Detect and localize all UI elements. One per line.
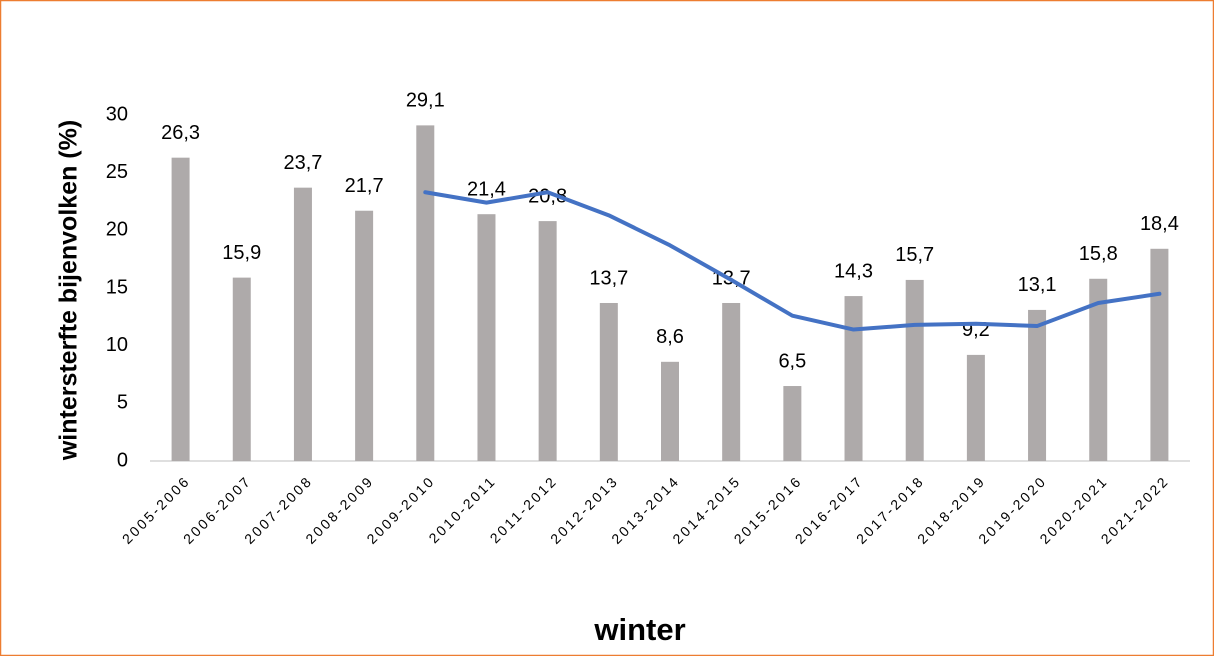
- bar: [355, 210, 374, 461]
- y-tick-label: 20: [106, 219, 128, 241]
- bar: [783, 386, 802, 461]
- data-label: 21,7: [345, 175, 384, 197]
- bar: [416, 125, 435, 461]
- data-label: 23,7: [283, 152, 322, 174]
- bar: [232, 277, 251, 461]
- data-label: 15,8: [1079, 243, 1118, 265]
- y-axis-title: wintersterfte bijenvolken (%): [55, 120, 83, 461]
- y-tick-label: 15: [106, 276, 128, 298]
- data-label: 15,7: [895, 244, 934, 266]
- data-label: 14,3: [834, 260, 873, 282]
- data-label: 8,6: [656, 326, 684, 348]
- data-label: 15,9: [222, 242, 261, 264]
- data-label: 6,5: [778, 350, 806, 372]
- y-tick-label: 0: [117, 449, 128, 471]
- bar: [844, 296, 863, 461]
- data-label: 20,8: [528, 185, 567, 207]
- bar: [293, 187, 312, 461]
- bar: [722, 302, 741, 461]
- trend-line: [423, 190, 1162, 332]
- data-label: 13,1: [1018, 274, 1057, 296]
- y-tick-label: 25: [106, 161, 128, 183]
- data-label: 13,7: [589, 267, 628, 289]
- bar: [538, 221, 557, 461]
- bar: [599, 302, 618, 461]
- y-tick-label: 30: [106, 103, 128, 125]
- bar: [966, 354, 985, 461]
- bar: [661, 361, 679, 461]
- x-axis-title: winter: [593, 612, 685, 647]
- y-tick-label: 5: [117, 392, 128, 414]
- bar: [1089, 278, 1108, 461]
- bar: [477, 214, 496, 461]
- y-tick-label: 10: [106, 334, 128, 356]
- data-label: 18,4: [1140, 213, 1179, 235]
- bar: [905, 279, 924, 461]
- data-label: 26,3: [161, 122, 200, 144]
- data-label: 21,4: [467, 178, 506, 200]
- bar: [1028, 309, 1047, 461]
- bar: [1150, 248, 1169, 461]
- data-label: 29,1: [406, 90, 445, 112]
- bar: [171, 157, 190, 461]
